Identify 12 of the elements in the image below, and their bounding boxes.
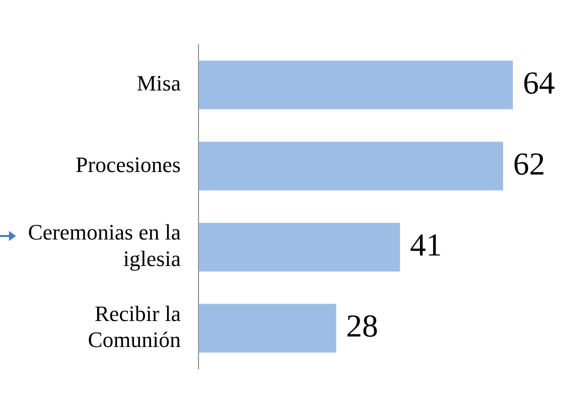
bar — [198, 60, 513, 110]
y-tick-label: Misa — [136, 70, 181, 96]
data-label: 64 — [522, 64, 555, 100]
bar — [198, 304, 336, 353]
data-label: 28 — [346, 308, 378, 344]
y-tick-label: Ceremonias en la iglesia — [28, 220, 181, 272]
data-label: 41 — [410, 226, 442, 263]
data-label: 62 — [513, 145, 546, 182]
y-tick-label: Procesiones — [76, 152, 181, 177]
bar — [198, 142, 504, 190]
y-tick-label: Recibir la Comunión — [88, 300, 181, 352]
bar — [198, 222, 400, 272]
